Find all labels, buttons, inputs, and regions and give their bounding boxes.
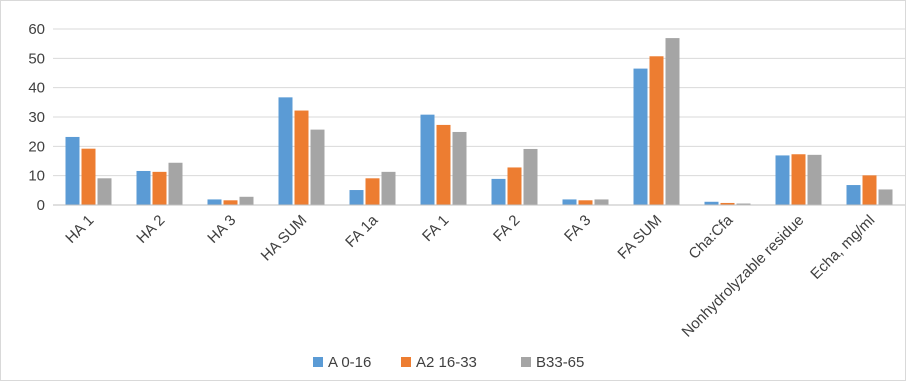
legend-label: B33-65 [536,354,584,371]
x-tick-label: HA SUM [258,212,311,265]
x-tick-label: Cha:Cfa [685,211,736,262]
bar-a-0-16-11 [846,185,861,205]
bar-a-0-16-4 [349,190,364,205]
x-tick-label: FA 3 [561,212,594,245]
y-axis-ticks: 0 10 20 30 40 50 60 [28,21,45,214]
y-tick-label: 60 [28,21,45,38]
bar-a2-16-33-6 [507,167,522,205]
bar-a2-16-33-4 [365,178,380,205]
bar-a-0-16-7 [562,199,577,205]
bar-b33-65-8 [665,38,680,205]
bar-a2-16-33-10 [791,154,806,205]
bar-a2-16-33-11 [862,175,877,205]
y-tick-label: 0 [37,197,45,214]
legend-label: A2 16-33 [416,354,477,371]
bar-a-0-16-9 [704,201,719,205]
bar-b33-65-7 [594,199,609,205]
bar-a2-16-33-3 [294,110,309,205]
legend: A 0-16 A2 16-33 B33-65 [313,354,584,371]
y-tick-label: 20 [28,138,45,155]
x-tick-label: FA SUM [614,212,665,263]
x-tick-label: FA 2 [490,212,523,245]
bar-a2-16-33-1 [152,171,167,205]
bars [65,38,893,205]
y-tick-label: 50 [28,50,45,67]
x-tick-label: Echa, mg/ml [807,212,878,283]
bar-a2-16-33-8 [649,56,664,205]
bar-a-0-16-10 [775,155,790,205]
bar-b33-65-3 [310,129,325,205]
bar-a-0-16-2 [207,199,222,205]
bar-a2-16-33-5 [436,124,451,205]
y-tick-label: 40 [28,80,45,97]
bar-a-0-16-5 [420,114,435,205]
bar-a-0-16-8 [633,68,648,205]
x-tick-label: HA 3 [204,212,239,247]
bar-a-0-16-6 [491,178,506,205]
bar-a2-16-33-7 [578,200,593,205]
bar-a-0-16-3 [278,97,293,205]
x-tick-label: Nonhydrolyzable residue [679,212,808,341]
x-tick-label: HA 2 [133,212,168,247]
bar-b33-65-9 [736,203,751,205]
y-tick-label: 30 [28,109,45,126]
category-labels: HA 1 HA 2 HA 3 HA SUM FA 1a FA 1 FA 2 FA 3 FA SU… [62,211,878,340]
bar-b33-65-2 [239,196,254,205]
bar-b33-65-10 [807,154,822,205]
legend-swatch [521,357,531,367]
bar-a2-16-33-9 [720,202,735,205]
bar-b33-65-0 [97,178,112,205]
bar-b33-65-6 [523,148,538,205]
bar-a-0-16-0 [65,136,80,205]
bar-a2-16-33-2 [223,200,238,205]
y-tick-label: 10 [28,168,45,185]
bar-b33-65-11 [878,189,893,205]
legend-swatch [401,357,411,367]
bar-a-0-16-1 [136,170,151,205]
legend-swatch [313,357,323,367]
gridlines [53,28,905,177]
x-tick-label: HA 1 [62,212,97,247]
x-tick-label: FA 1a [342,211,382,251]
bar-b33-65-4 [381,171,396,205]
bar-b33-65-5 [452,131,467,205]
x-tick-label: FA 1 [419,212,452,245]
legend-label: A 0-16 [328,354,371,371]
bar-b33-65-1 [168,162,183,205]
bar-a2-16-33-0 [81,148,96,205]
